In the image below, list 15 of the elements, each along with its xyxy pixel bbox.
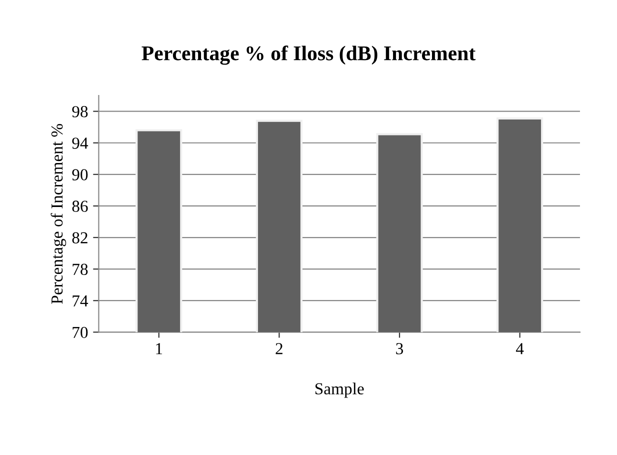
y-tick-label: 98: [72, 106, 88, 118]
y-tick-label: 70: [72, 326, 88, 338]
y-tick-label: 78: [72, 264, 88, 276]
chart-title: Percentage % of Iloss (dB) Increment: [142, 46, 476, 65]
x-axis-title: Sample: [315, 382, 364, 398]
x-tick-label: 2: [276, 343, 282, 354]
y-tick-label: 74: [72, 295, 88, 306]
y-tick-label: 94: [72, 138, 88, 149]
y-tick-label: 90: [72, 169, 88, 180]
x-tick-label: 3: [396, 343, 404, 354]
x-tick-label: 4: [516, 343, 524, 354]
y-tick-label: 82: [72, 232, 88, 244]
y-tick-label: 86: [72, 200, 88, 212]
y-axis-title: Percentage of Increment %: [50, 124, 66, 304]
x-tick-label: 1: [156, 343, 162, 354]
